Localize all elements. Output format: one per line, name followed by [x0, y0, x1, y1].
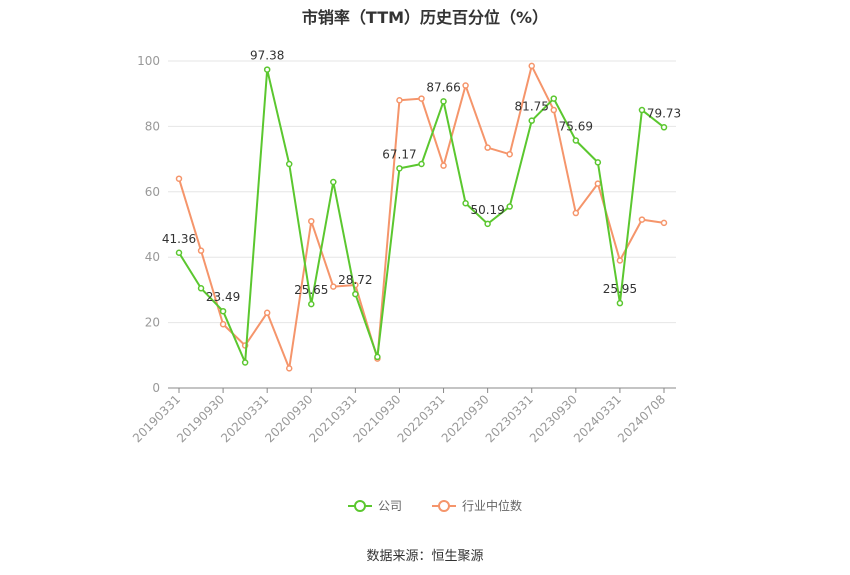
data-point	[528, 62, 535, 70]
data-point	[550, 106, 558, 114]
data-label: 23.49	[206, 290, 240, 304]
data-point	[197, 285, 205, 292]
data-point	[374, 353, 381, 361]
legend: 公司 行业中位数	[348, 498, 522, 513]
data-point	[660, 219, 668, 227]
data-point	[219, 320, 227, 328]
data-source: 数据来源：恒生聚源	[366, 549, 484, 564]
data-label: 87.66	[426, 80, 460, 94]
data-label: 50.19	[470, 203, 504, 217]
data-label: 79.73	[647, 106, 681, 120]
data-point	[440, 162, 447, 169]
data-point	[462, 199, 469, 207]
data-point	[197, 247, 205, 254]
y-tick-label: 20	[145, 316, 160, 330]
legend-swatch-marker	[354, 500, 366, 512]
data-point	[330, 283, 337, 290]
data-point	[616, 299, 624, 307]
data-point	[396, 96, 403, 104]
data-point	[638, 106, 646, 114]
data-point	[308, 217, 315, 225]
data-point	[506, 203, 513, 210]
data-label: 28.72	[338, 273, 372, 287]
data-point	[418, 95, 425, 102]
data-label: 75.69	[559, 119, 593, 133]
data-label: 67.17	[382, 147, 416, 161]
data-label: 97.38	[250, 49, 284, 63]
y-tick-label: 60	[145, 185, 160, 199]
legend-label: 行业中位数	[462, 498, 522, 513]
data-point	[594, 159, 602, 166]
data-point	[462, 82, 469, 89]
data-point	[396, 165, 403, 172]
data-point	[418, 160, 425, 168]
data-point	[616, 257, 624, 264]
data-point	[550, 95, 558, 102]
data-label: 81.75	[515, 100, 549, 114]
data-point	[285, 160, 293, 168]
data-point	[352, 290, 359, 298]
data-point	[219, 307, 227, 315]
series-line-0	[178, 68, 665, 364]
data-point	[263, 66, 271, 73]
data-point	[175, 249, 183, 257]
data-point	[484, 144, 491, 151]
y-axis-ticks: 0 20 40 60 80 100	[137, 54, 160, 395]
data-point	[594, 180, 602, 187]
data-point	[308, 300, 315, 308]
data-point	[285, 365, 293, 372]
data-point	[660, 124, 668, 131]
y-tick-label: 80	[145, 119, 160, 133]
data-labels: 41.36 23.49 97.38 25.65 28.72 67.17 87.66 50.19…	[162, 49, 681, 305]
data-point	[572, 209, 580, 217]
x-tick-label: 20240708	[615, 392, 668, 445]
data-point	[330, 178, 337, 186]
data-point	[572, 137, 580, 144]
chart-title: 市销率（TTM）历史百分位（%）	[301, 8, 549, 27]
legend-swatch-marker	[438, 500, 450, 512]
data-point	[528, 117, 535, 124]
legend-label: 公司	[378, 499, 402, 513]
data-point	[638, 216, 646, 223]
data-point	[440, 98, 447, 105]
y-tick-label: 0	[152, 381, 160, 395]
data-point	[175, 175, 183, 182]
y-tick-label: 40	[145, 250, 160, 264]
data-point	[506, 150, 513, 158]
series-lines	[175, 62, 668, 372]
x-axis: 2019033120190930202003312020093020210331…	[130, 387, 676, 445]
y-tick-label: 100	[137, 54, 160, 68]
data-point	[484, 220, 491, 228]
data-point	[241, 359, 249, 366]
data-label: 25.95	[603, 282, 637, 296]
data-label: 25.65	[294, 283, 328, 297]
data-point	[263, 309, 271, 317]
data-label: 41.36	[162, 232, 196, 246]
